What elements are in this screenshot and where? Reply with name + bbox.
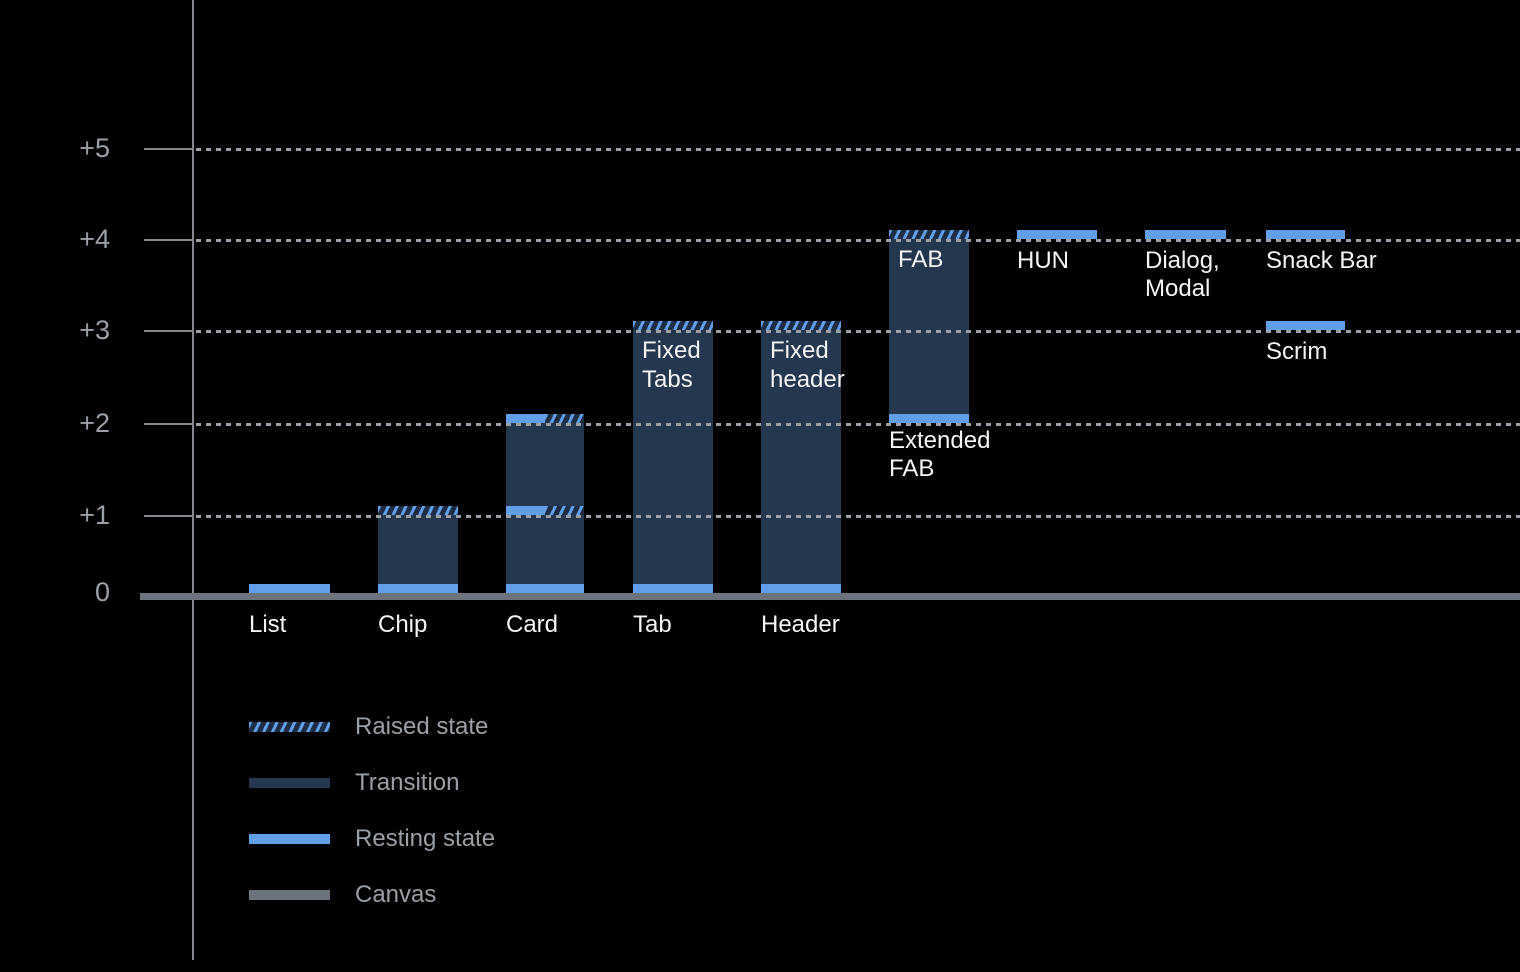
bar-header-inner-label: Fixed header — [770, 337, 845, 393]
bar-chip-resting-band — [378, 584, 458, 593]
bar-fab-inner-label: FAB — [898, 246, 944, 273]
tick-mark-+5 — [144, 148, 192, 150]
legend-swatch-canvas — [249, 890, 330, 900]
legend-swatch-raised — [249, 722, 330, 732]
bar-dialog-modal-label: Dialog, Modal — [1145, 247, 1220, 302]
bar-snack-bar-resting-band — [1266, 230, 1345, 239]
legend-swatch-transition — [249, 778, 330, 788]
bar-chip-label: Chip — [378, 611, 428, 638]
bar-header-resting-band — [761, 584, 841, 593]
bar-fab-raised-band — [889, 230, 969, 239]
tick-mark-+3 — [144, 330, 192, 332]
bar-scrim-label: Scrim — [1266, 338, 1328, 365]
bar-dialog-modal-resting-band — [1145, 230, 1226, 239]
y-axis-line — [192, 0, 194, 960]
legend-label-resting: Resting state — [355, 825, 496, 852]
bar-card-raised-band — [545, 506, 584, 515]
canvas-baseline — [140, 593, 1520, 600]
bar-tab-transition — [633, 321, 713, 593]
gridline-+4 — [196, 239, 1520, 242]
gridline-+1 — [196, 515, 1520, 518]
bar-chip-raised-band — [378, 506, 458, 515]
bar-tab-inner-label: Fixed Tabs — [642, 337, 701, 393]
bar-header-label: Header — [761, 611, 840, 638]
y-tick-label-+5: +5 — [79, 133, 110, 163]
y-tick-label-+1: +1 — [79, 500, 110, 530]
y-tick-label-0: 0 — [94, 577, 110, 607]
bar-scrim-resting-band — [1266, 321, 1345, 330]
gridline-+2 — [196, 423, 1520, 426]
bar-tab-label: Tab — [633, 611, 672, 638]
bar-card-resting-band — [506, 506, 545, 515]
bar-list-resting-band — [249, 584, 330, 593]
y-tick-label-+2: +2 — [79, 408, 110, 438]
bar-card-label: Card — [506, 611, 559, 638]
bar-fab-resting-band — [889, 414, 969, 423]
bar-card-resting-band — [506, 584, 584, 593]
legend-swatch-resting — [249, 834, 330, 844]
bar-hun-label: HUN — [1017, 247, 1069, 274]
bar-fab-transition — [889, 230, 969, 423]
legend-label-transition: Transition — [355, 769, 460, 796]
bar-header-transition — [761, 321, 841, 593]
tick-mark-+2 — [144, 423, 192, 425]
bar-card-resting-band — [506, 414, 545, 423]
bar-card-raised-band — [545, 414, 584, 423]
y-tick-label-+3: +3 — [79, 315, 110, 345]
bar-card-transition — [506, 414, 584, 593]
bar-chip-transition — [378, 506, 458, 593]
bar-fab-label: Extended FAB — [889, 427, 991, 482]
legend-label-canvas: Canvas — [355, 881, 437, 908]
y-tick-label-+4: +4 — [79, 224, 110, 254]
gridline-+5 — [196, 148, 1520, 151]
tick-mark-+1 — [144, 515, 192, 517]
tick-mark-+4 — [144, 239, 192, 241]
bar-tab-resting-band — [633, 584, 713, 593]
gridline-+3 — [196, 330, 1520, 333]
bar-hun-resting-band — [1017, 230, 1097, 239]
legend-label-raised: Raised state — [355, 713, 489, 740]
bar-tab-raised-band — [633, 321, 713, 330]
bar-list-label: List — [249, 611, 287, 638]
bar-snack-bar-label: Snack Bar — [1266, 247, 1377, 274]
bar-header-raised-band — [761, 321, 841, 330]
